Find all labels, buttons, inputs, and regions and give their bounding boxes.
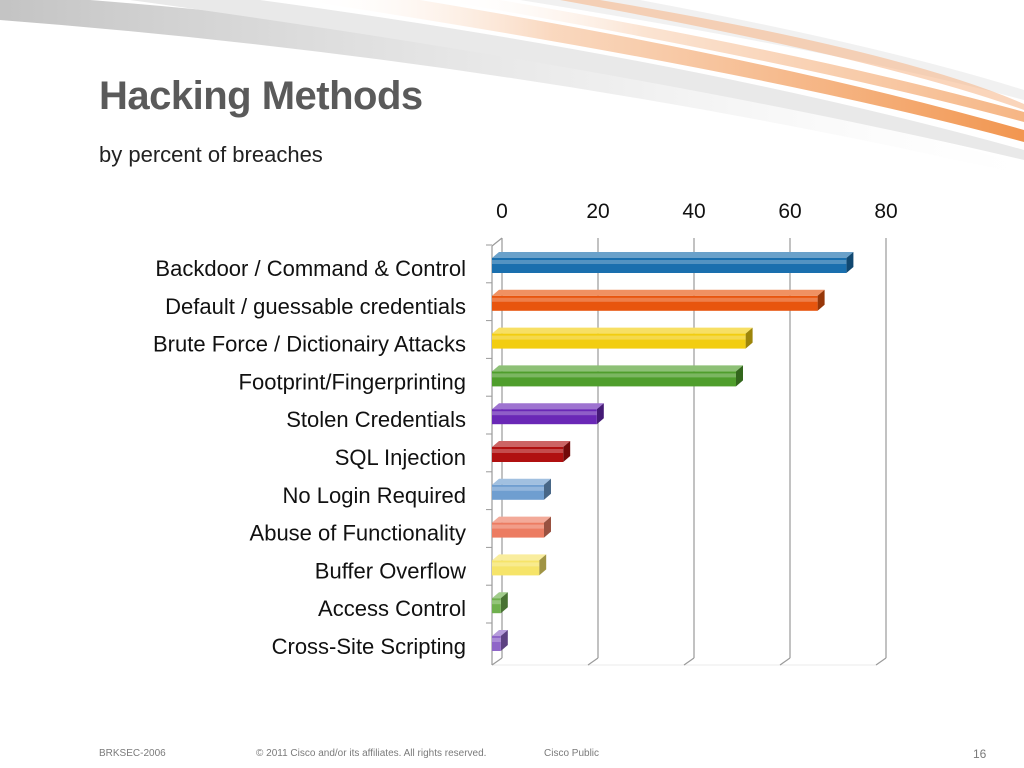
gridline-foot	[779, 657, 791, 666]
category-label: Cross-Site Scripting	[272, 634, 466, 659]
bar-highlight	[492, 260, 847, 264]
bar-highlight	[492, 638, 501, 642]
gridline-foot	[683, 657, 695, 666]
category-label: Backdoor / Command & Control	[155, 256, 466, 281]
bar-highlight	[492, 297, 818, 302]
bar-highlight	[492, 562, 540, 567]
category-label: No Login Required	[283, 483, 466, 508]
bar-side	[544, 478, 551, 500]
footer-copyright: © 2011 Cisco and/or its affiliates. All …	[256, 748, 487, 759]
axis-top-edge	[491, 237, 503, 247]
x-tick-label: 20	[586, 200, 609, 223]
category-label: Abuse of Functionality	[250, 521, 466, 546]
category-label: SQL Injection	[335, 445, 466, 470]
bar	[492, 447, 564, 462]
bar-top	[492, 630, 508, 636]
bar-side	[500, 630, 508, 651]
bar-highlight	[492, 335, 746, 340]
bar-top	[492, 554, 547, 561]
bar	[492, 484, 544, 500]
page-number: 16	[973, 747, 987, 761]
bar	[492, 636, 501, 651]
category-label: Default / guessable credentials	[165, 294, 466, 319]
page-title: Hacking Methods	[99, 74, 423, 118]
bar	[492, 371, 736, 387]
bar-highlight	[492, 486, 544, 491]
bar	[492, 295, 818, 311]
bar	[492, 409, 597, 425]
bar-side	[544, 516, 551, 538]
gridline-foot	[491, 657, 503, 666]
category-label: Buffer Overflow	[315, 558, 466, 583]
bar-side	[500, 592, 508, 614]
bar-side	[596, 403, 604, 425]
bar-top	[492, 403, 604, 410]
bar-side	[846, 252, 854, 273]
bar-side	[563, 441, 571, 462]
bar-top	[492, 441, 571, 447]
bar	[492, 333, 746, 349]
bar	[492, 560, 540, 576]
gridline-foot	[875, 657, 887, 666]
bar-top	[492, 516, 551, 523]
footer-session-code: BRKSEC-2006	[99, 748, 166, 759]
page-subtitle: by percent of breaches	[99, 142, 323, 167]
gridline-foot	[587, 657, 599, 666]
bar-top	[492, 478, 551, 485]
bar-top	[492, 289, 825, 296]
bar-side	[817, 289, 825, 311]
header-swoosh-decoration	[0, 0, 1024, 175]
footer-classification: Cisco Public	[544, 748, 600, 759]
bar-top	[492, 252, 854, 258]
bar-side	[745, 327, 753, 349]
category-label: Brute Force / Dictionairy Attacks	[153, 332, 466, 357]
bar-top	[492, 592, 508, 599]
bar-highlight	[492, 449, 564, 453]
category-label: Access Control	[318, 596, 466, 621]
bar-side	[539, 554, 547, 576]
bar	[492, 258, 847, 273]
bar-highlight	[492, 600, 501, 605]
bar	[492, 598, 501, 614]
category-label: Stolen Credentials	[286, 407, 466, 432]
bar-highlight	[492, 411, 597, 416]
bar-highlight	[492, 373, 736, 378]
x-tick-label: 80	[874, 200, 897, 223]
x-tick-label: 0	[496, 200, 508, 223]
bar	[492, 522, 544, 538]
bar-highlight	[492, 524, 544, 529]
x-tick-label: 60	[778, 200, 801, 223]
x-tick-label: 40	[682, 200, 705, 223]
bar-side	[736, 365, 743, 387]
bar-top	[492, 365, 743, 372]
bar-top	[492, 327, 753, 334]
category-label: Footprint/Fingerprinting	[239, 369, 466, 394]
